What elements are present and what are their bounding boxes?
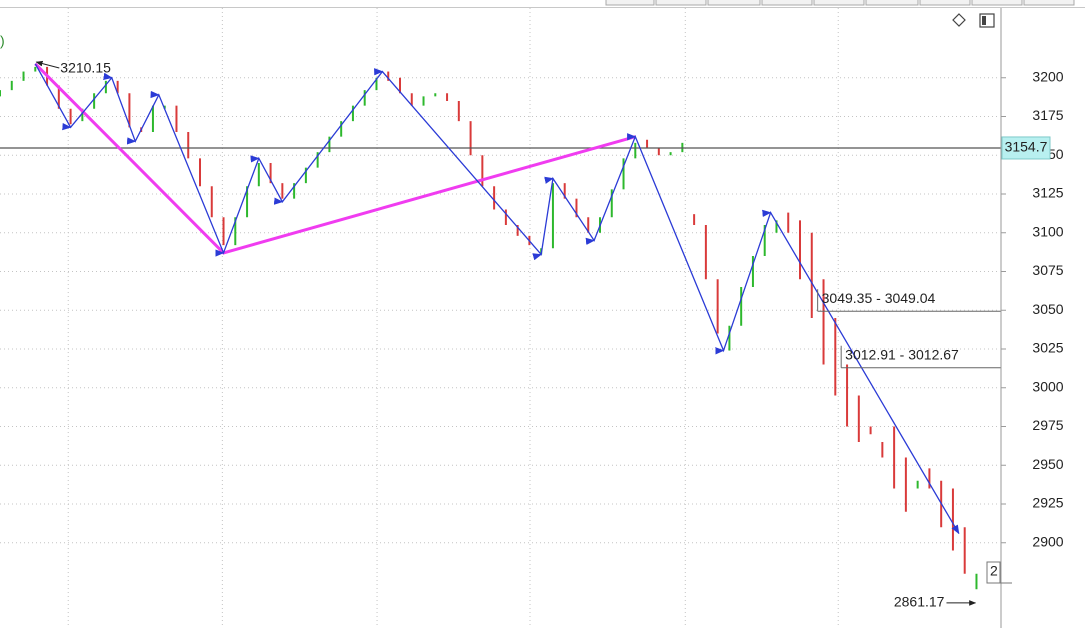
y-tick-label: 3100 (1032, 223, 1063, 239)
toolbar-button[interactable] (971, 0, 1023, 6)
notes-layer: 3210.15 2861.17 3049.35 - 3049.04 3012.91 -… (35, 60, 1001, 610)
left-label: ) (0, 33, 5, 49)
zigzag-line (34, 63, 960, 535)
diamond-icon[interactable] (952, 13, 966, 27)
toolbar-button[interactable] (1023, 0, 1075, 6)
toolbar-button[interactable] (655, 0, 707, 6)
annotation-label: 2861.17 (894, 594, 945, 610)
y-tick-label: 3175 (1032, 107, 1063, 123)
y-tick-label: 3050 (1032, 301, 1063, 317)
lines-layer (0, 62, 1001, 535)
panel-icon[interactable] (979, 13, 995, 28)
level-label-box (1001, 136, 1051, 160)
axis-background (1001, 8, 1085, 628)
y-tick-label: 3125 (1032, 185, 1063, 201)
panel-icon-fill (982, 16, 986, 25)
y-tick-label: 2950 (1032, 456, 1063, 472)
axis-layer: 2900 2925 2950 2975 3000 3025 3050 3075 3100 3125… (1000, 8, 1085, 628)
level-label: 3154.7 (1005, 139, 1048, 155)
y-tick-label: 2900 (1032, 533, 1063, 549)
toolbar-button[interactable] (761, 0, 813, 6)
y-tick-label: 3000 (1032, 378, 1063, 394)
annotation-label: 3210.15 (60, 60, 111, 76)
toolbar-button[interactable] (919, 0, 971, 6)
badge-box (986, 561, 1001, 584)
toolbar-button[interactable] (865, 0, 919, 6)
bars-layer (0, 66, 978, 590)
toolbar-button[interactable] (707, 0, 761, 6)
y-tick-label: 2925 (1032, 495, 1063, 511)
toolbar (0, 0, 1085, 28)
badge-text: 2 (990, 563, 998, 579)
y-tick-label: 2975 (1032, 417, 1063, 433)
toolbar-button[interactable] (813, 0, 865, 6)
y-tick-label: 3075 (1032, 262, 1063, 278)
badge: 2 (986, 561, 1012, 584)
annotation-arrow (35, 60, 60, 69)
range-label: 3012.91 - 3012.67 (845, 346, 959, 362)
range-label: 3049.35 - 3049.04 (822, 290, 936, 306)
grid-layer (0, 8, 1000, 628)
y-tick-label: 3025 (1032, 340, 1063, 356)
toolbar-button[interactable] (605, 0, 655, 6)
y-tick-label: 3200 (1032, 68, 1063, 84)
